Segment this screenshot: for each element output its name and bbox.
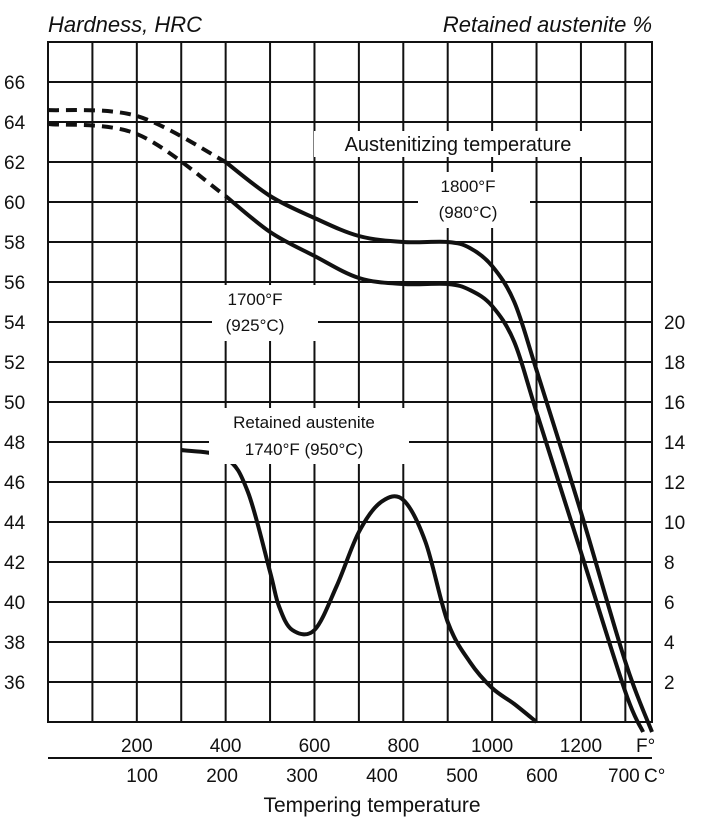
celsius-unit: C° [644, 766, 665, 787]
retained-austenite-label-bg [209, 408, 409, 464]
t1700-c-label: (925°C) [226, 316, 285, 335]
fahrenheit-tick-label: 200 [121, 736, 153, 757]
celsius-tick-label: 700 [608, 766, 640, 787]
fahrenheit-tick-label: 1200 [560, 736, 602, 757]
series-0-line [224, 160, 654, 733]
t1800-f-label: 1800°F [440, 177, 495, 196]
plot-frame [47, 41, 653, 723]
x-axes: 200 400 600 800 1000 1200 F° 100 200 300 400 500 600… [48, 736, 665, 787]
left-axis-title: Hardness, HRC [48, 12, 202, 37]
right-tick-label: 20 [664, 313, 685, 334]
series-2-line [180, 448, 538, 724]
celsius-tick-label: 400 [366, 766, 398, 787]
right-tick-label: 10 [664, 513, 685, 534]
series-1-line [224, 194, 645, 733]
left-tick-label: 40 [4, 593, 25, 614]
right-tick-label: 8 [664, 553, 675, 574]
x-axis-label: Tempering temperature [263, 794, 480, 817]
left-tick-label: 36 [4, 673, 25, 694]
left-tick-label: 58 [4, 233, 25, 254]
left-tick-labels: 66 64 62 60 58 56 54 52 50 48 46 44 42 40 38 36 [4, 73, 26, 694]
fahrenheit-tick-label: 1000 [471, 736, 513, 757]
fahrenheit-tick-label: 800 [387, 736, 419, 757]
annotations: Austenitizing temperature 1800°F (980°C) 17… [209, 131, 600, 464]
celsius-tick-label: 100 [126, 766, 158, 787]
left-tick-label: 46 [4, 473, 25, 494]
left-tick-label: 38 [4, 633, 25, 654]
fahrenheit-unit: F° [636, 736, 655, 757]
right-tick-label: 18 [664, 353, 685, 374]
left-tick-label: 52 [4, 353, 25, 374]
left-tick-label: 50 [4, 393, 25, 414]
left-tick-label: 54 [4, 313, 26, 334]
t1700-f-label: 1700°F [227, 290, 282, 309]
celsius-tick-label: 600 [526, 766, 558, 787]
t1800-c-label: (980°C) [439, 203, 498, 222]
left-tick-label: 64 [4, 113, 26, 134]
right-tick-label: 6 [664, 593, 675, 614]
left-tick-label: 60 [4, 193, 25, 214]
left-tick-label: 44 [4, 513, 26, 534]
right-tick-label: 14 [664, 433, 686, 454]
austenitizing-label: Austenitizing temperature [345, 134, 572, 156]
celsius-tick-label: 200 [206, 766, 238, 787]
celsius-tick-label: 500 [446, 766, 478, 787]
series-lines [47, 108, 654, 733]
left-tick-label: 62 [4, 153, 25, 174]
right-tick-label: 2 [664, 673, 675, 694]
retained-austenite-temp-label: 1740°F (950°C) [245, 440, 364, 459]
fahrenheit-tick-label: 600 [299, 736, 331, 757]
right-axis-title: Retained austenite % [443, 12, 652, 37]
series-0-dashed-line [47, 108, 227, 164]
right-tick-labels: 20 18 16 14 12 10 8 6 4 2 [664, 313, 686, 694]
right-tick-label: 12 [664, 473, 685, 494]
austenitizing-label-bg [314, 131, 600, 157]
left-tick-label: 48 [4, 433, 25, 454]
t1700-label-bg [212, 285, 318, 341]
series-1-dashed-line [47, 122, 227, 198]
left-tick-label: 42 [4, 553, 25, 574]
fahrenheit-tick-label: 400 [210, 736, 242, 757]
celsius-tick-label: 300 [286, 766, 318, 787]
right-tick-label: 16 [664, 393, 685, 414]
left-tick-label: 56 [4, 273, 25, 294]
left-tick-label: 66 [4, 73, 25, 94]
right-tick-label: 4 [664, 633, 675, 654]
retained-austenite-label: Retained austenite [233, 413, 375, 432]
t1800-label-bg [418, 172, 530, 228]
